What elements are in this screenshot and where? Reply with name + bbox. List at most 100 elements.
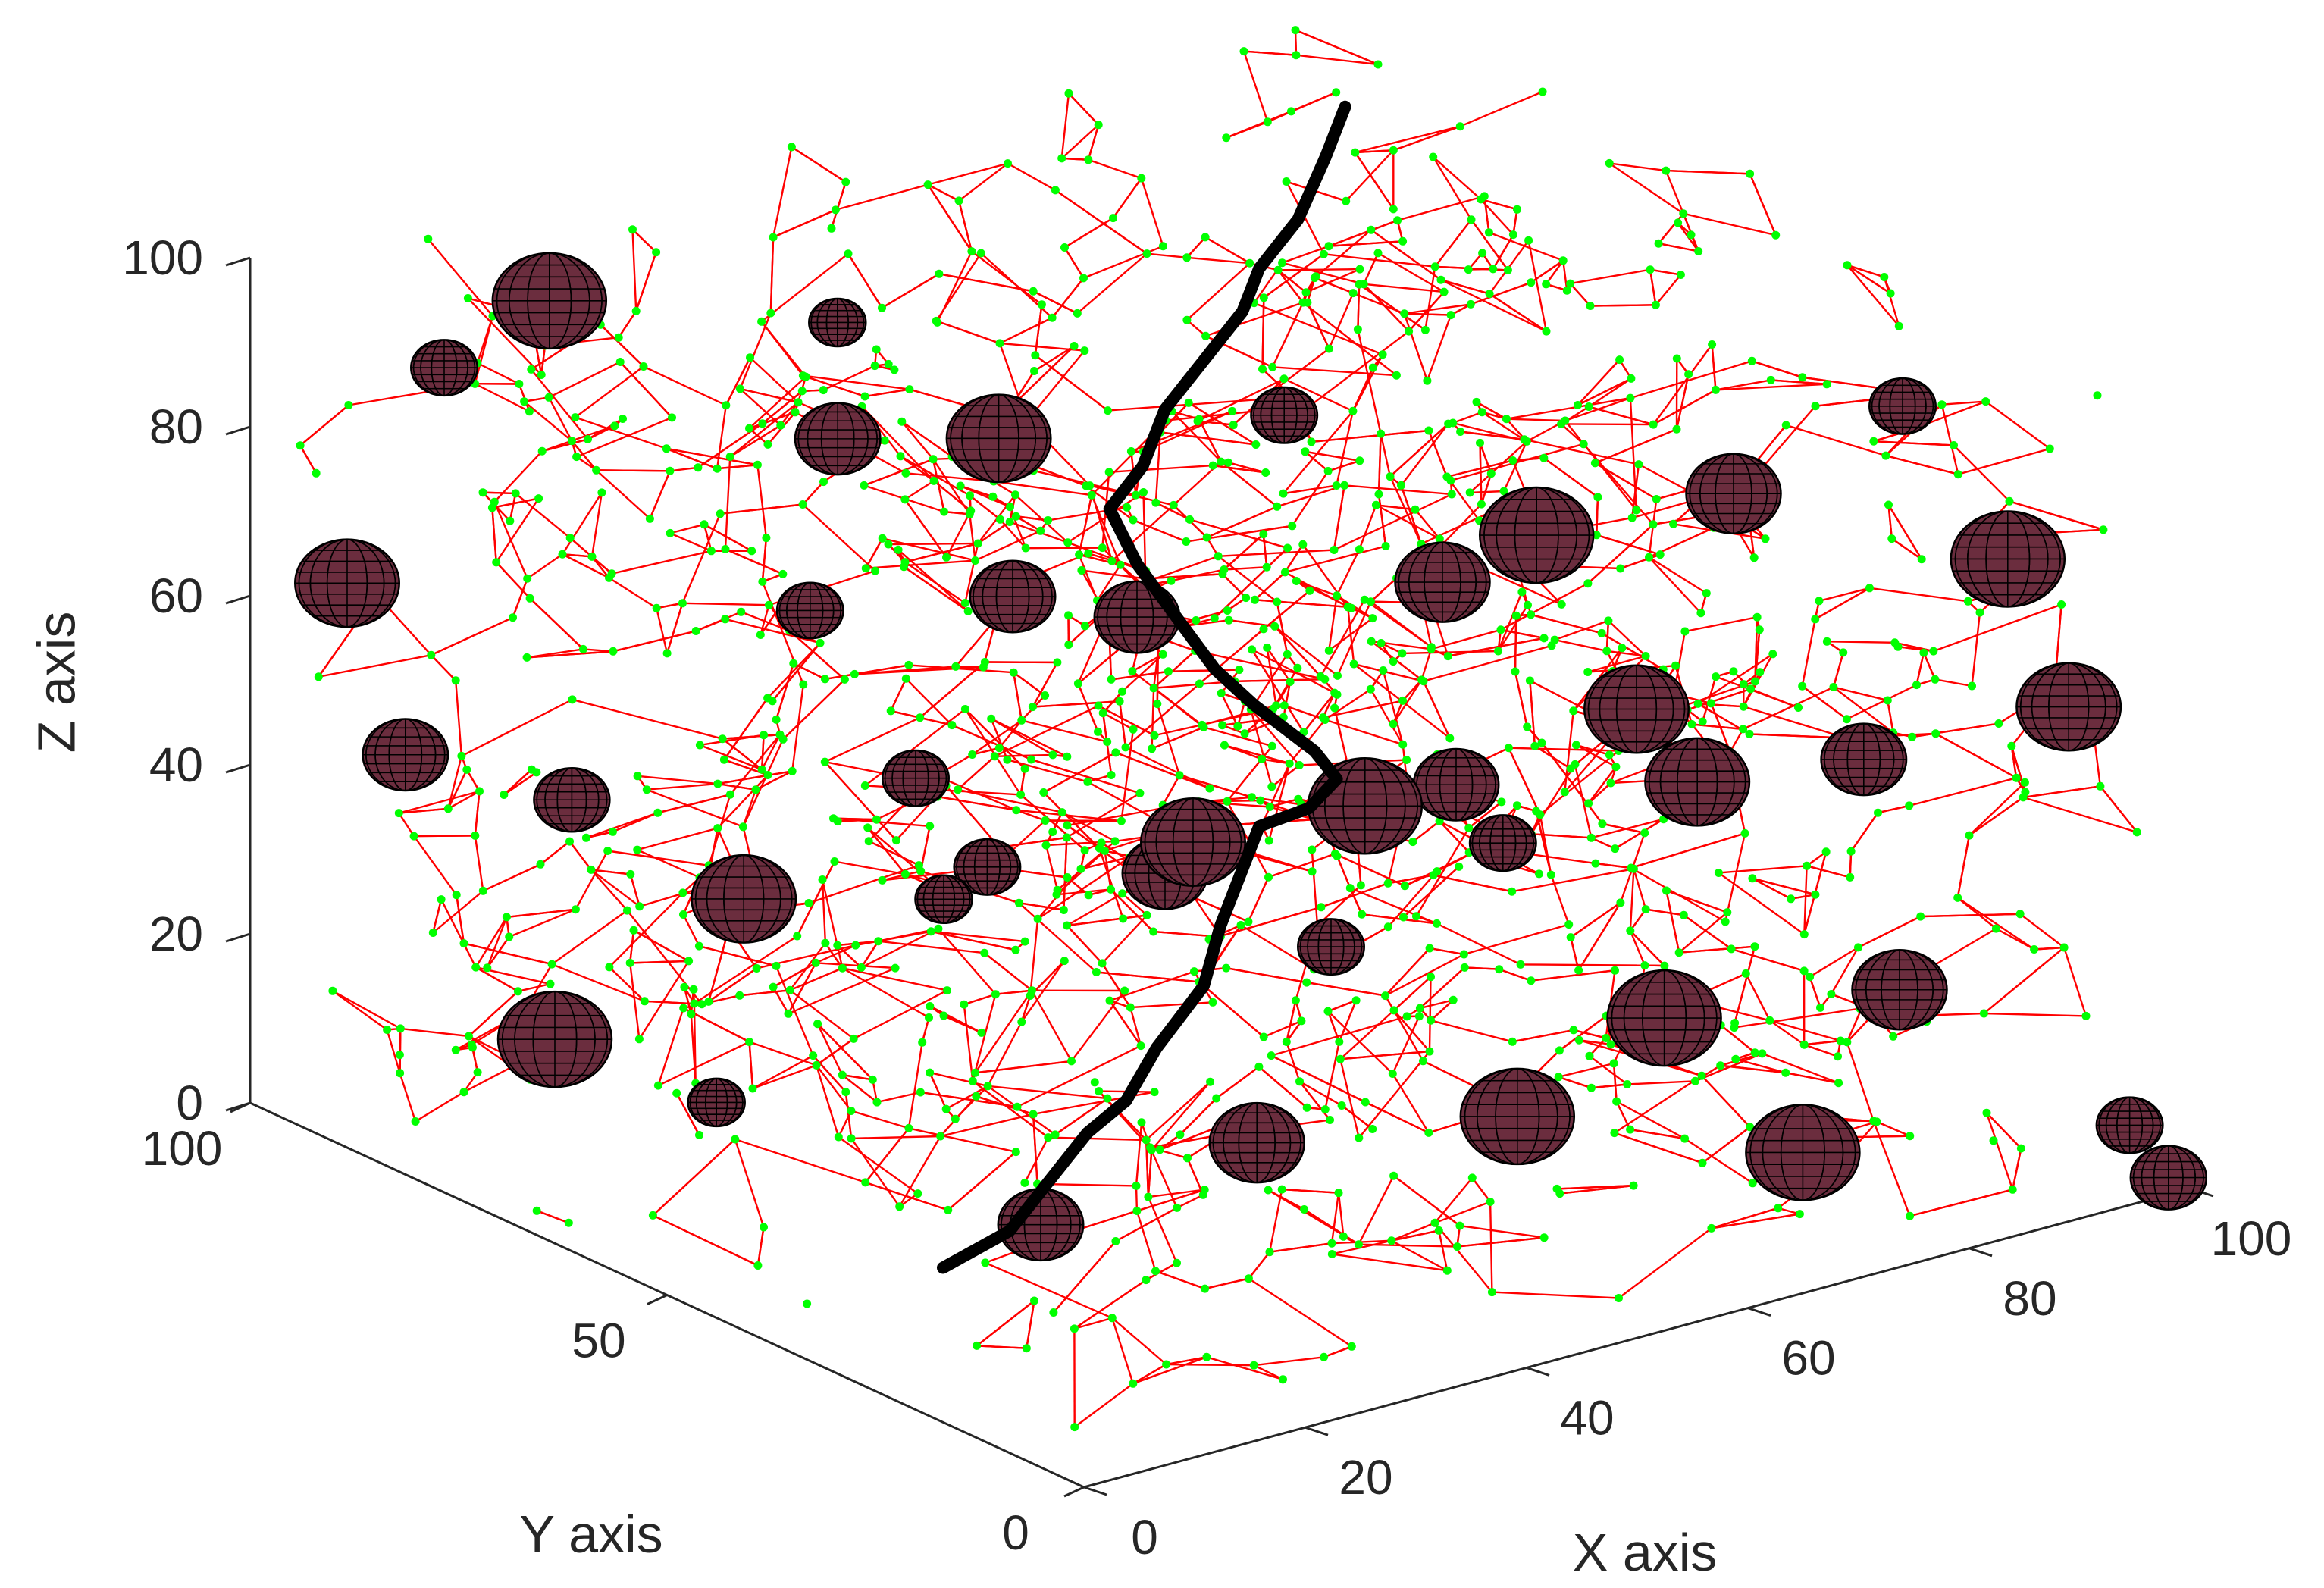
network-node (1569, 706, 1578, 716)
network-node (1343, 603, 1352, 612)
network-node (1508, 456, 1517, 465)
network-edge (652, 1214, 759, 1267)
network-node (1378, 350, 1387, 359)
network-node (1869, 1117, 1878, 1126)
network-edge (769, 236, 775, 314)
network-edge (898, 1135, 941, 1207)
network-edge (657, 1041, 750, 1087)
network-node (1158, 242, 1167, 251)
network-edge (1611, 647, 1624, 672)
network-node (1120, 986, 1129, 995)
x-tick-mark (1305, 1426, 1329, 1436)
network-node (1126, 447, 1135, 456)
obstacle-sphere (1208, 1101, 1305, 1184)
network-node (1302, 1103, 1311, 1112)
z-tick-label: 20 (149, 907, 203, 961)
network-edge (1590, 837, 1616, 850)
obstacle-sphere (1093, 580, 1181, 654)
network-node (1590, 459, 1599, 468)
network-node (1842, 715, 1851, 724)
network-edge (1679, 945, 1756, 954)
network-node (797, 387, 807, 396)
network-node (1223, 797, 1232, 806)
obstacle-sphere (1250, 386, 1319, 444)
network-node (1368, 614, 1377, 623)
network-edge (1306, 981, 1386, 997)
network-node (396, 1024, 405, 1033)
network-node (1305, 586, 1314, 595)
network-node (1640, 961, 1649, 970)
obstacle-sphere (1868, 377, 1937, 435)
y-tick-label: 0 (1002, 1505, 1029, 1560)
network-node (679, 910, 687, 919)
network-edge (1385, 953, 1464, 997)
network-edge (467, 297, 543, 376)
network-node (980, 948, 989, 957)
network-edge (1382, 670, 1404, 745)
network-edge (1492, 1291, 1619, 1299)
network-node (1240, 729, 1249, 738)
network-edge (1283, 377, 1354, 412)
network-node (471, 963, 481, 972)
network-node (1687, 230, 1696, 240)
network-edge (1492, 233, 1514, 270)
network-edge (1480, 473, 1492, 505)
network-edge (1752, 877, 1792, 900)
network-edge (1032, 662, 1058, 708)
network-node (1811, 890, 1820, 899)
network-edge (931, 930, 1016, 951)
network-edge (1530, 969, 1615, 982)
network-edge (748, 376, 807, 429)
network-edge (1032, 1113, 1038, 1184)
network-edge (1223, 566, 1267, 571)
network-edge (695, 611, 742, 632)
network-node (1355, 456, 1364, 465)
network-node (1497, 797, 1506, 807)
network-edge (1314, 229, 1372, 279)
network-edge (1479, 443, 1483, 505)
network-node (1494, 647, 1502, 656)
network-edge (1846, 265, 1900, 327)
network-edge (1569, 283, 1591, 307)
network-edge (994, 704, 1099, 757)
network-node (1616, 564, 1625, 573)
network-edge (1702, 676, 1717, 722)
network-node (490, 497, 499, 506)
network-edge (761, 537, 768, 582)
network-edge (646, 788, 744, 828)
network-node (1605, 750, 1614, 760)
network-node (1611, 844, 1620, 854)
network-edge (760, 252, 849, 323)
network-edge (1629, 869, 1635, 931)
network-edge (1253, 1364, 1284, 1380)
network-node (789, 659, 798, 668)
network-node (904, 660, 913, 669)
network-edge (1109, 1000, 1142, 1047)
sphere-longitude (1587, 664, 1686, 754)
network-node (1151, 1267, 1160, 1276)
network-node (1740, 828, 1749, 838)
network-node (1263, 643, 1272, 652)
network-node (1887, 534, 1896, 543)
network-node (700, 520, 709, 529)
network-edge (766, 642, 821, 699)
network-edge (802, 481, 825, 506)
network-node (1301, 288, 1311, 297)
network-node (1400, 882, 1409, 891)
network-node (1693, 699, 1702, 708)
network-edge (475, 916, 508, 968)
network-node (841, 177, 850, 186)
network-node (1537, 738, 1546, 747)
network-edge (739, 989, 791, 997)
network-node (1415, 1004, 1424, 1013)
network-node (1702, 589, 1711, 598)
network-node (1542, 280, 1551, 289)
network-edge (1480, 198, 1517, 211)
network-node (956, 481, 965, 490)
network-node (1267, 1051, 1276, 1060)
network-node (1389, 1171, 1398, 1180)
network-node (1053, 885, 1062, 894)
network-edge (1711, 1213, 1800, 1229)
network-node (1427, 973, 1435, 982)
network-edge (629, 963, 641, 1039)
